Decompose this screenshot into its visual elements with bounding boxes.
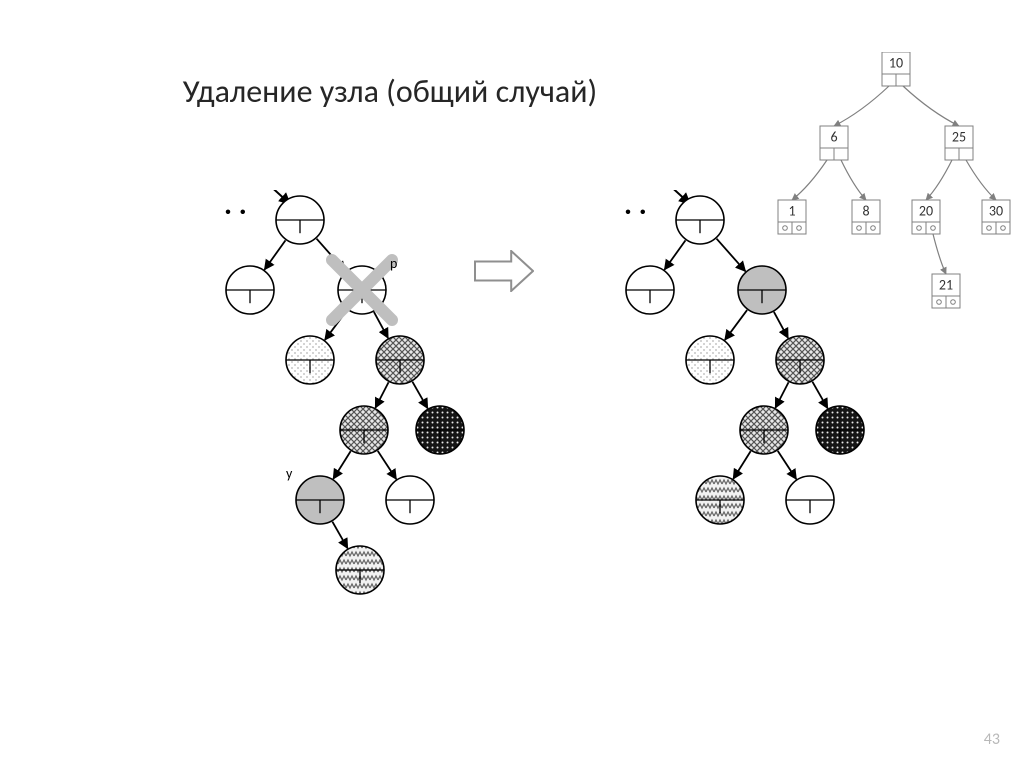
tree-node: y <box>286 465 344 524</box>
tree-node <box>386 476 434 524</box>
svg-text:25: 25 <box>952 129 966 146</box>
ellipsis: . . <box>624 190 647 223</box>
bst-node-10: 10 <box>882 52 910 86</box>
svg-text:y: y <box>286 465 293 482</box>
tree-node <box>340 406 388 454</box>
tree-node <box>738 266 786 314</box>
tree-node <box>226 266 274 314</box>
svg-text:6: 6 <box>830 129 837 146</box>
tree-node <box>416 406 464 454</box>
tree-node <box>676 196 724 244</box>
tree-node <box>276 196 324 244</box>
bst-node-6: 6 <box>820 126 848 160</box>
bst-node-21: 21 <box>932 274 960 308</box>
tree-after: . . <box>610 190 894 544</box>
tree-node <box>776 336 824 384</box>
tree-node <box>626 266 674 314</box>
svg-text:20: 20 <box>919 203 933 220</box>
tree-node <box>686 336 734 384</box>
tree-node <box>816 406 864 454</box>
ellipsis: . . <box>224 190 247 223</box>
tree-before: . . p y <box>210 190 494 614</box>
svg-text:21: 21 <box>939 277 953 294</box>
page-number: 43 <box>984 730 1000 749</box>
slide-title: Удаление узла (общий случай) <box>0 72 780 111</box>
bst-node-30: 30 <box>982 200 1010 234</box>
svg-text:30: 30 <box>989 203 1003 220</box>
bst-node-20: 20 <box>912 200 940 234</box>
tree-node <box>740 406 788 454</box>
bst-node-25: 25 <box>945 126 973 160</box>
slide: { "title": "Удаление узла (общий случай)… <box>0 0 1024 767</box>
svg-text:p: p <box>390 255 397 272</box>
tree-node <box>336 546 384 594</box>
tree-node <box>286 336 334 384</box>
tree-node: p <box>332 255 397 320</box>
tree-node <box>696 476 744 524</box>
tree-node <box>376 336 424 384</box>
tree-node <box>786 476 834 524</box>
svg-text:10: 10 <box>889 55 903 72</box>
